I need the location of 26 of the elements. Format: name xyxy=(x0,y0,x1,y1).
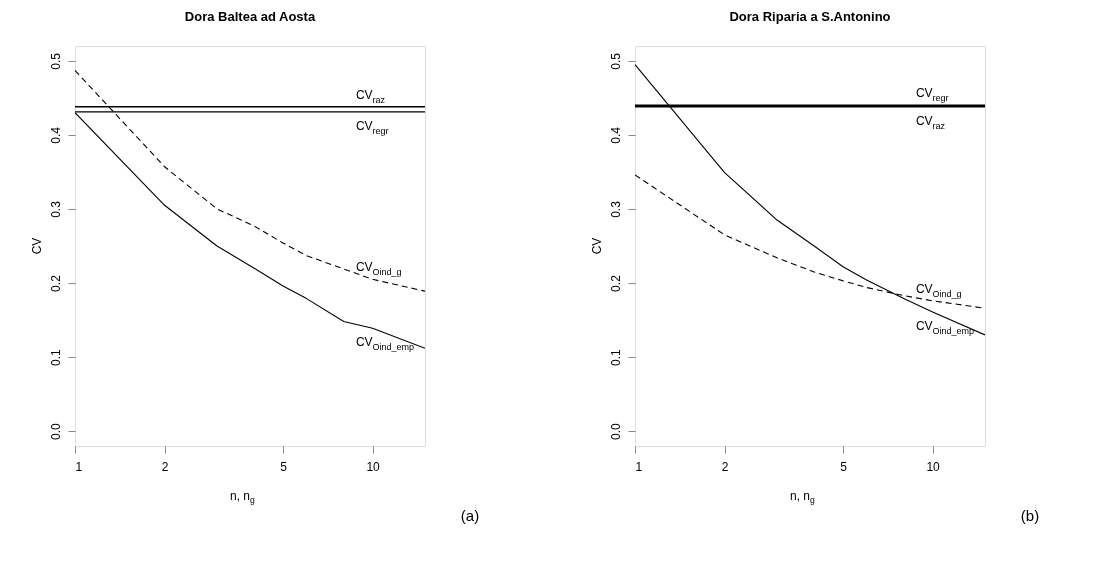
y-tick-label: 0.5 xyxy=(48,52,63,70)
y-axis-title: CV xyxy=(30,237,44,255)
y-tick-label: 0.4 xyxy=(48,126,63,144)
y-tick-label: 0.5 xyxy=(608,52,623,70)
x-tick-label: 2 xyxy=(721,459,729,474)
x-tick-label: 1 xyxy=(635,459,643,474)
y-axis-title: CV xyxy=(590,237,604,255)
y-tick-label: 0.4 xyxy=(608,126,623,144)
y-tick-label: 0.2 xyxy=(608,274,623,292)
y-tick-label: 0.1 xyxy=(48,348,63,366)
text: (a) xyxy=(460,507,480,524)
y-tick-label: 0.0 xyxy=(608,423,623,441)
y-tick-label: 0.0 xyxy=(48,423,63,441)
x-tick-label: 5 xyxy=(280,459,288,474)
y-tick-label: 0.3 xyxy=(48,200,63,218)
text: (b) xyxy=(1020,507,1040,524)
x-tick-label: 10 xyxy=(926,459,941,474)
x-tick-label: 1 xyxy=(75,459,83,474)
x-tick-label: 5 xyxy=(840,459,848,474)
y-tick-label: 0.1 xyxy=(608,348,623,366)
chart-title: Dora Baltea ad Aosta xyxy=(184,9,316,24)
chart-title: Dora Riparia a S.Antonino xyxy=(729,9,891,24)
y-tick-label: 0.2 xyxy=(48,274,63,292)
x-tick-label: 10 xyxy=(366,459,381,474)
x-tick-label: 2 xyxy=(161,459,169,474)
y-tick-label: 0.3 xyxy=(608,200,623,218)
